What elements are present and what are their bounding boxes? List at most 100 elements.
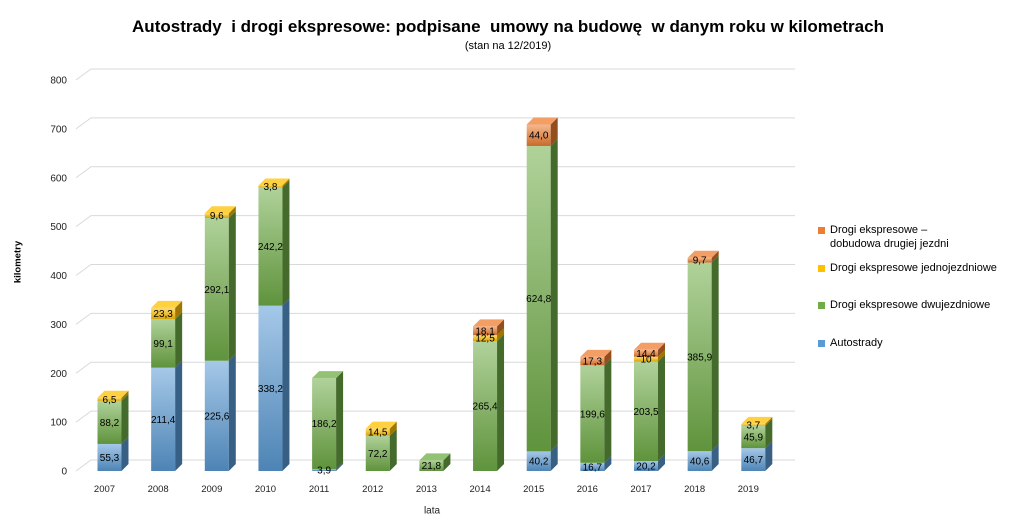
y-tick-label: 500 (50, 222, 67, 233)
bar-side (282, 178, 290, 188)
bar-side (550, 444, 558, 471)
x-axis-title: lata (423, 505, 441, 517)
data-label: 199,6 (580, 410, 605, 421)
x-tick-label: 2010 (255, 484, 276, 495)
data-label: 14,4 (636, 349, 656, 360)
data-label: 624,8 (526, 294, 551, 305)
bar-segment (687, 257, 712, 263)
data-label: 55,3 (100, 453, 120, 464)
gridlines (75, 68, 795, 472)
bar-side (711, 255, 719, 452)
bar-segment (687, 451, 712, 471)
bar-side (497, 319, 505, 336)
data-label: 186,2 (312, 419, 337, 430)
bar-side (389, 421, 397, 436)
bar-segment (204, 213, 229, 218)
bar-segment (634, 461, 658, 471)
data-label: 203,5 (633, 407, 658, 418)
bar-top (634, 342, 665, 350)
legend-label: Drogi ekspresowe jednojezdniowe (830, 262, 997, 274)
chart-title: Autostrady i drogi ekspresowe: podpisane… (132, 17, 884, 36)
bar-side (497, 334, 505, 471)
data-label: 16,7 (583, 462, 603, 473)
bar-side (121, 436, 129, 471)
x-tick-label: 2017 (630, 484, 651, 495)
bar-segment (365, 435, 390, 471)
bar-top (97, 390, 129, 398)
data-labels: 55,3 88,2 6,5 211,4 99,1 23,3 225,6 292,1 9,6 338… (100, 131, 764, 477)
x-tick-label: 2008 (148, 484, 169, 495)
legend-marker (818, 301, 825, 309)
bar-segment (741, 423, 766, 426)
legend-label: Drogi ekspresowe – dobudowa drugiej jezd… (830, 224, 949, 250)
bar-top (526, 117, 558, 125)
data-label: 3,9 (317, 466, 331, 477)
data-label: 46,7 (744, 455, 764, 466)
bar-side (336, 371, 344, 470)
gridline (75, 215, 795, 228)
data-label: 9,7 (693, 256, 707, 267)
bar-side (228, 206, 236, 218)
bar-top (204, 206, 236, 214)
legend-marker (818, 339, 825, 347)
x-tick-label: 2012 (362, 484, 383, 495)
chart-subtitle: (stan na 12/2019) (464, 40, 552, 52)
legend-item-jednojezdniowe: Drogi ekspresowe jednojezdniowe (818, 261, 997, 275)
y-tick-label: 300 (50, 320, 67, 331)
legend-label: Autostrady (830, 337, 883, 349)
legend-label: Drogi ekspresowe dwujezdniowe (830, 299, 991, 311)
bar-side (604, 349, 612, 366)
x-tick-label: 2011 (309, 484, 329, 495)
bar-segment (151, 307, 176, 320)
data-label: 9,6 (210, 211, 224, 222)
bar-segment (312, 378, 337, 470)
legend-marker (818, 264, 825, 272)
bar-top (365, 421, 397, 429)
bar-side (336, 462, 344, 471)
bar-segment (312, 469, 337, 471)
legend-marker (818, 226, 825, 234)
bar-side (228, 353, 236, 471)
data-label: 20,2 (636, 462, 656, 473)
bar-top (151, 300, 183, 308)
bar-side (604, 358, 612, 463)
y-tick-label: 0 (61, 467, 67, 478)
bar-side (228, 210, 236, 361)
data-label: 88,2 (100, 418, 120, 429)
bar-side (765, 441, 773, 471)
bar-stack (741, 416, 773, 471)
bar-stack (204, 206, 236, 471)
bar-segment (204, 217, 229, 361)
y-axis-ticks: 0 100 200 300 400 500 600 700 800 (50, 76, 67, 478)
bar-stack (365, 421, 397, 471)
bar-segment (473, 341, 498, 471)
bar-side (121, 390, 129, 401)
bar-segment (526, 124, 551, 146)
bar-segment (526, 451, 551, 471)
bar-segment (580, 356, 605, 366)
bar-stack (419, 453, 451, 471)
gridline (75, 264, 795, 276)
data-label: 99,1 (153, 339, 173, 350)
y-axis-title: kilometry (12, 240, 24, 284)
legend-item-dwujezdniowe: Drogi ekspresowe dwujezdniowe (818, 298, 990, 312)
x-tick-label: 2019 (738, 484, 759, 495)
bar-segment (741, 448, 766, 471)
bar-side (121, 393, 129, 444)
data-label: 45,9 (744, 432, 764, 443)
bar-stack (258, 178, 290, 471)
bar-top (741, 416, 773, 424)
x-tick-label: 2007 (94, 484, 115, 495)
bar-segment (741, 425, 766, 449)
legend-item-autostrady: Autostrady (818, 336, 883, 350)
y-tick-label: 400 (50, 271, 67, 282)
bar-segment (580, 365, 605, 463)
y-tick-label: 100 (50, 418, 67, 429)
y-tick-label: 800 (50, 76, 67, 87)
gridline (75, 361, 795, 374)
data-label: 225,6 (204, 411, 229, 422)
bar-side (711, 250, 719, 263)
bars (97, 117, 773, 471)
bar-segment (258, 187, 283, 306)
bar-segment (258, 185, 283, 188)
